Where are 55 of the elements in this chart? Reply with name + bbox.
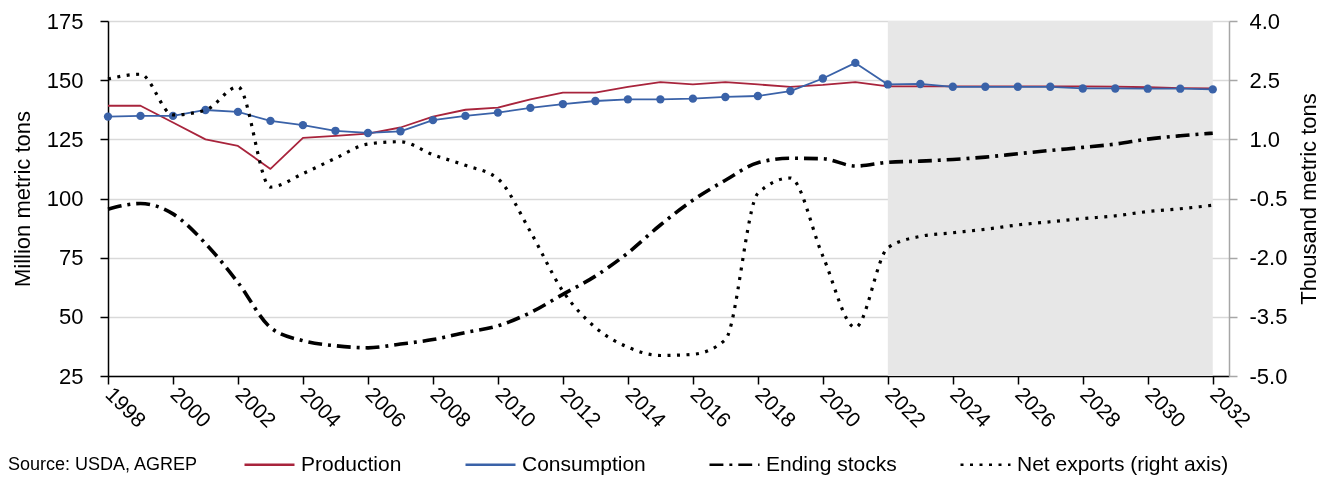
y2-tick-label: -2.0 (1249, 245, 1288, 271)
point (266, 116, 275, 126)
point (493, 108, 503, 117)
point (558, 99, 568, 109)
point (363, 128, 373, 138)
y-axis-title: Million metric tons (9, 110, 35, 288)
point (1143, 84, 1152, 93)
legend-label: Production (301, 451, 402, 475)
point (461, 111, 470, 121)
point (396, 127, 405, 136)
point (721, 92, 730, 102)
point (753, 91, 763, 101)
point (623, 95, 633, 104)
point (851, 58, 860, 68)
point (1176, 84, 1185, 93)
y2-tick-label: -5.0 (1249, 363, 1288, 389)
legend-label: Ending stocks (766, 451, 897, 475)
point (656, 95, 665, 104)
y-tick-label: 50 (59, 304, 84, 330)
y2-axis-title: Thousand metric tons (1296, 93, 1322, 305)
point (298, 120, 308, 130)
point (591, 96, 600, 106)
point (1111, 84, 1120, 93)
point (1078, 84, 1087, 93)
legend-label: Net exports (right axis) (1017, 451, 1229, 475)
point (916, 79, 925, 89)
source-note: Source: USDA, AGREP (8, 454, 198, 474)
y2-tick-label: -3.5 (1249, 304, 1288, 330)
point (526, 103, 535, 113)
y-tick-label: 75 (59, 245, 84, 271)
point (428, 115, 438, 125)
point (883, 80, 893, 89)
point (688, 94, 698, 103)
point (233, 107, 243, 117)
point (201, 105, 210, 115)
point (981, 82, 990, 91)
legend-label: Consumption (522, 451, 646, 475)
point (136, 111, 145, 121)
y2-tick-label: 1.0 (1249, 126, 1281, 152)
point (331, 126, 340, 135)
y2-tick-label: 2.5 (1249, 67, 1281, 93)
y-tick-label: 175 (46, 8, 84, 34)
y2-tick-label: 4.0 (1249, 8, 1281, 34)
y-tick-label: 25 (59, 363, 84, 389)
point (1013, 82, 1022, 91)
point (1046, 82, 1055, 91)
y-tick-label: 100 (46, 186, 84, 211)
y-tick-label: 150 (46, 67, 84, 93)
point (1208, 85, 1217, 94)
point (103, 112, 113, 121)
y2-tick-label: -0.5 (1249, 186, 1288, 211)
point (948, 82, 957, 91)
point (786, 86, 795, 96)
y-tick-label: 125 (46, 126, 84, 152)
point (818, 74, 828, 83)
